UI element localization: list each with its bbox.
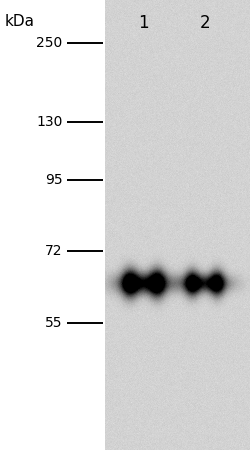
Text: 72: 72 — [45, 244, 62, 258]
Text: 2: 2 — [200, 14, 210, 32]
Text: 1: 1 — [138, 14, 149, 32]
Text: 130: 130 — [36, 114, 62, 129]
Text: kDa: kDa — [5, 14, 35, 28]
Text: 250: 250 — [36, 36, 62, 50]
Text: 55: 55 — [45, 316, 62, 330]
Text: 95: 95 — [45, 173, 62, 187]
